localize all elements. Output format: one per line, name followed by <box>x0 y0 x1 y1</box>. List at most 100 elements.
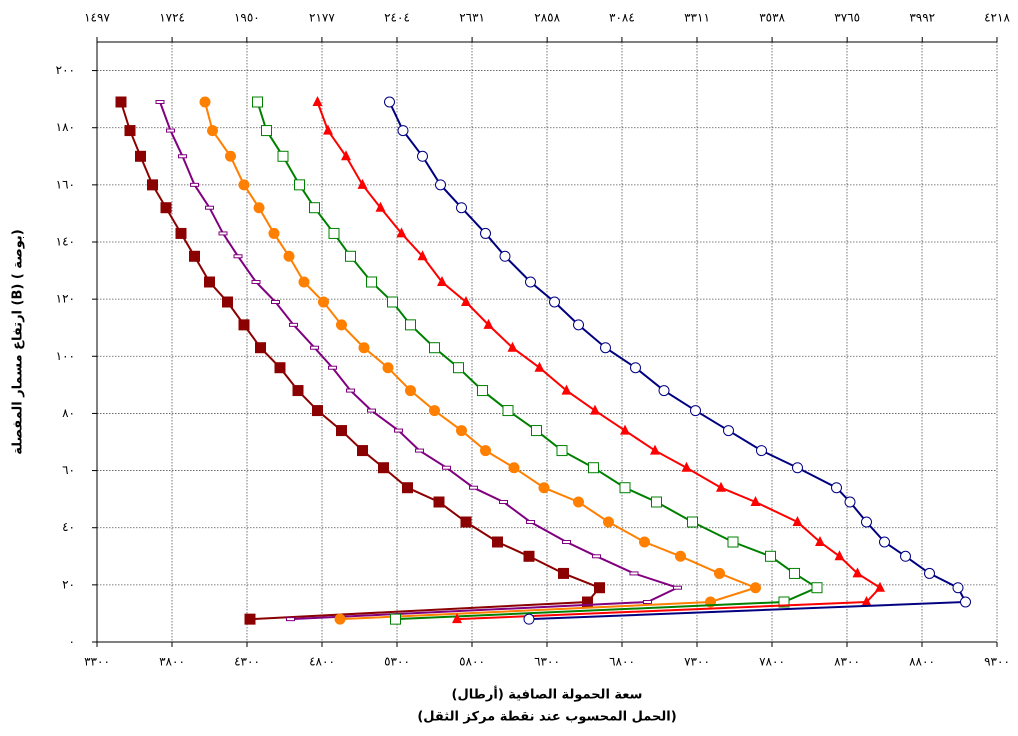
marker <box>294 179 305 191</box>
marker <box>620 424 630 435</box>
marker <box>643 600 652 604</box>
marker <box>292 385 304 397</box>
marker <box>507 341 518 352</box>
marker <box>178 154 187 159</box>
marker <box>345 250 356 262</box>
y-tick-label: ٢٠٠ <box>56 63 75 77</box>
marker <box>834 550 845 561</box>
marker <box>328 365 337 370</box>
marker <box>189 250 200 262</box>
series-line <box>316 101 882 621</box>
marker <box>675 550 686 562</box>
marker <box>357 178 368 189</box>
marker <box>244 613 256 625</box>
marker <box>875 581 885 592</box>
marker <box>592 554 601 559</box>
marker <box>879 536 890 548</box>
marker <box>233 254 243 259</box>
marker <box>811 582 823 594</box>
marker <box>651 496 662 508</box>
series-line <box>159 101 681 621</box>
x-tick-label: ٤٨٠٠ <box>309 655 335 669</box>
x-tick-label: ٣٣٠٠ <box>84 655 110 669</box>
marker <box>588 462 599 474</box>
marker <box>477 385 488 397</box>
marker <box>207 125 218 137</box>
marker <box>289 322 298 327</box>
marker <box>523 550 535 562</box>
marker <box>204 276 215 288</box>
marker <box>277 150 289 162</box>
marker <box>405 319 416 331</box>
marker <box>456 425 467 437</box>
marker <box>323 124 333 135</box>
marker <box>384 96 395 108</box>
x2-tick-label: ٢٨٥٨ <box>534 11 560 25</box>
marker <box>714 567 725 579</box>
marker <box>558 567 569 579</box>
marker <box>650 444 660 455</box>
x2-tick-label: ٤٢١٨ <box>984 11 1010 25</box>
marker <box>590 404 600 415</box>
marker <box>687 516 698 528</box>
marker <box>480 445 491 457</box>
marker <box>261 125 272 137</box>
x-tick-label: ٧٨٠٠ <box>759 655 785 669</box>
y-tick-label: ١٦٠ <box>56 177 75 191</box>
x-tick-label: ٨٣٠٠ <box>834 655 860 669</box>
marker <box>639 536 650 548</box>
y-tick-label: ٠ <box>69 635 75 649</box>
x-axis-title: سعة الحمولة الصافية (أرطال) <box>452 686 643 703</box>
x-tick-label: ٥٨٠٠ <box>459 655 485 669</box>
marker <box>952 582 964 594</box>
marker <box>166 128 175 133</box>
marker <box>492 536 503 548</box>
y-tick-label: ٢٠ <box>62 577 75 591</box>
x-tick-label: ٥٣٠٠ <box>384 655 410 669</box>
x-tick-label: ٧٣٠٠ <box>684 655 710 669</box>
marker <box>789 567 800 579</box>
marker <box>523 613 535 625</box>
y-axis-title: ارتفاع مسمار المفصلة (B) ( بوصة) <box>11 229 26 455</box>
x-axis-subtitle: (الحمل المحسوب عند نقطة مركز الثقل) <box>417 710 676 725</box>
marker <box>831 482 842 494</box>
marker <box>366 276 377 288</box>
marker <box>508 462 520 474</box>
marker <box>190 182 199 187</box>
marker <box>402 482 413 494</box>
marker <box>336 425 347 437</box>
marker <box>499 250 511 262</box>
x2-tick-label: ٢٤٠٤ <box>384 11 410 25</box>
marker <box>341 150 351 161</box>
marker <box>405 385 416 397</box>
marker <box>417 250 428 261</box>
marker <box>238 179 250 191</box>
marker <box>222 296 233 308</box>
y-tick-label: ١٢٠ <box>56 292 75 306</box>
marker <box>681 461 692 472</box>
marker <box>525 276 536 288</box>
marker <box>792 462 803 474</box>
marker <box>502 405 514 417</box>
marker <box>549 296 560 308</box>
marker <box>562 540 571 544</box>
marker <box>673 585 682 590</box>
marker <box>483 318 494 329</box>
marker <box>750 582 761 594</box>
x2-tick-label: ١٤٩٧ <box>84 11 110 25</box>
marker <box>367 408 376 413</box>
x-tick-label: ٨٨٠٠ <box>909 655 935 669</box>
marker <box>453 362 464 374</box>
marker <box>135 150 146 162</box>
marker <box>358 342 370 354</box>
marker <box>346 388 355 393</box>
marker <box>147 179 158 191</box>
marker <box>205 205 214 210</box>
marker <box>861 596 872 606</box>
marker <box>556 445 568 457</box>
marker <box>630 362 641 374</box>
marker <box>433 496 445 508</box>
marker <box>268 227 280 239</box>
marker <box>336 319 347 331</box>
marker <box>397 125 409 137</box>
